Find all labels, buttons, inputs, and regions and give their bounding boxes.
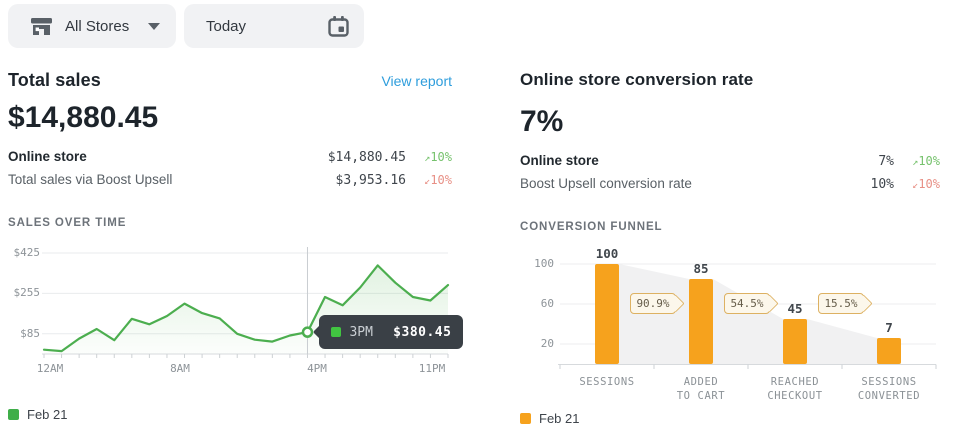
legend-label: Feb 21 <box>27 407 68 422</box>
y-axis-label: 100 <box>534 257 554 270</box>
calendar-icon <box>327 15 350 38</box>
view-report-link[interactable]: View report <box>381 73 452 89</box>
metric-value: 10% <box>870 177 894 192</box>
legend-swatch-orange <box>520 413 531 424</box>
total-sales-metrics: Online store $14,880.45 ↗10% Total sales… <box>8 149 452 195</box>
conversion-metrics: Online store 7% ↗10% Boost Upsell conver… <box>520 153 940 199</box>
conversion-badge: 15.5% <box>818 293 864 314</box>
metric-change: ↗10% <box>912 154 940 168</box>
metric-change: ↗10% <box>424 150 452 164</box>
y-axis-label: $425 <box>13 246 41 259</box>
metric-row-online-store: Online store $14,880.45 ↗10% <box>8 149 452 172</box>
funnel-category-label: SESSIONS <box>579 376 635 388</box>
x-axis-label: 12AM <box>36 362 64 375</box>
conversion-value: 7% <box>520 105 564 138</box>
conversion-panel: Online store conversion rate 7% Online s… <box>520 70 940 426</box>
metric-row-online-store: Online store 7% ↗10% <box>520 153 940 176</box>
chevron-down-icon <box>148 22 160 30</box>
bar-value-label: 45 <box>787 301 803 316</box>
conversion-badge: 90.9% <box>630 293 676 314</box>
bar-value-label: 85 <box>693 261 709 276</box>
funnel-category-label: ADDED TO CART <box>676 376 726 402</box>
arrow-up-icon: ↗ <box>912 157 919 168</box>
total-sales-value: $14,880.45 <box>8 101 159 134</box>
conversion-badge: 54.5% <box>724 293 770 314</box>
metric-label: Online store <box>520 153 599 168</box>
x-axis-label: 8AM <box>170 362 190 375</box>
chart-tooltip: 3PM $380.45 <box>319 315 464 350</box>
arrow-down-icon: ↙ <box>424 176 431 187</box>
store-selector-label: All Stores <box>65 17 130 35</box>
tooltip-time-label: 3PM <box>349 324 373 340</box>
metric-value: $3,953.16 <box>335 173 406 188</box>
y-axis-label: 60 <box>540 297 554 310</box>
arrow-down-icon: ↙ <box>912 180 919 191</box>
y-axis-label: $85 <box>20 327 40 340</box>
tooltip-series-swatch <box>331 327 342 338</box>
total-sales-panel: Total sales View report $14,880.45 Onlin… <box>8 70 464 422</box>
conversion-title: Online store conversion rate <box>520 70 754 89</box>
store-selector-button[interactable]: All Stores <box>8 4 176 48</box>
funnel-category-label: SESSIONS CONVERTED <box>857 376 921 402</box>
sales-legend: Feb 21 <box>8 407 452 422</box>
metric-value: $14,880.45 <box>327 150 406 165</box>
metric-change: ↙10% <box>424 173 452 187</box>
conversion-header: Online store conversion rate <box>520 70 940 92</box>
metric-row-boost-upsell: Total sales via Boost Upsell $3,953.16 ↙… <box>8 172 452 195</box>
conversion-funnel-chart[interactable]: 100 60 20 100 85 45 7 90.9% 54.5% 15.5% … <box>520 245 940 402</box>
metric-row-boost-upsell: Boost Upsell conversion rate 10% ↙10% <box>520 176 940 199</box>
total-sales-header: Total sales View report <box>8 70 452 92</box>
y-axis-label: 20 <box>540 337 554 350</box>
x-axis-label: 11PM <box>418 362 446 375</box>
conversion-funnel-title: CONVERSION FUNNEL <box>520 221 663 233</box>
metric-label: Online store <box>8 149 87 164</box>
total-sales-title: Total sales <box>8 70 101 90</box>
x-axis-label: 4PM <box>307 362 327 375</box>
topbar: All Stores Today <box>8 4 364 48</box>
funnel-legend: Feb 21 <box>520 411 940 426</box>
metric-label: Total sales via Boost Upsell <box>8 172 173 187</box>
storefront-icon <box>30 16 53 37</box>
metric-value: 7% <box>878 154 894 169</box>
legend-swatch-green <box>8 409 19 420</box>
date-selector-button[interactable]: Today <box>184 4 364 48</box>
metric-label: Boost Upsell conversion rate <box>520 176 692 191</box>
sales-over-time-title: SALES OVER TIME <box>8 217 127 229</box>
date-selector-label: Today <box>206 17 247 35</box>
y-axis-label: $255 <box>13 286 41 299</box>
legend-label: Feb 21 <box>539 411 580 426</box>
bar-value-label: 100 <box>595 246 619 261</box>
arrow-up-icon: ↗ <box>424 153 431 164</box>
sales-line-chart[interactable]: $425 $255 $85 12AM 8AM 4PM 11PM 3PM $380… <box>8 241 464 377</box>
metric-change: ↙10% <box>912 177 940 191</box>
bar-value-label: 7 <box>885 320 893 335</box>
funnel-category-label: REACHED CHECKOUT <box>767 376 823 402</box>
tooltip-value: $380.45 <box>393 324 452 340</box>
